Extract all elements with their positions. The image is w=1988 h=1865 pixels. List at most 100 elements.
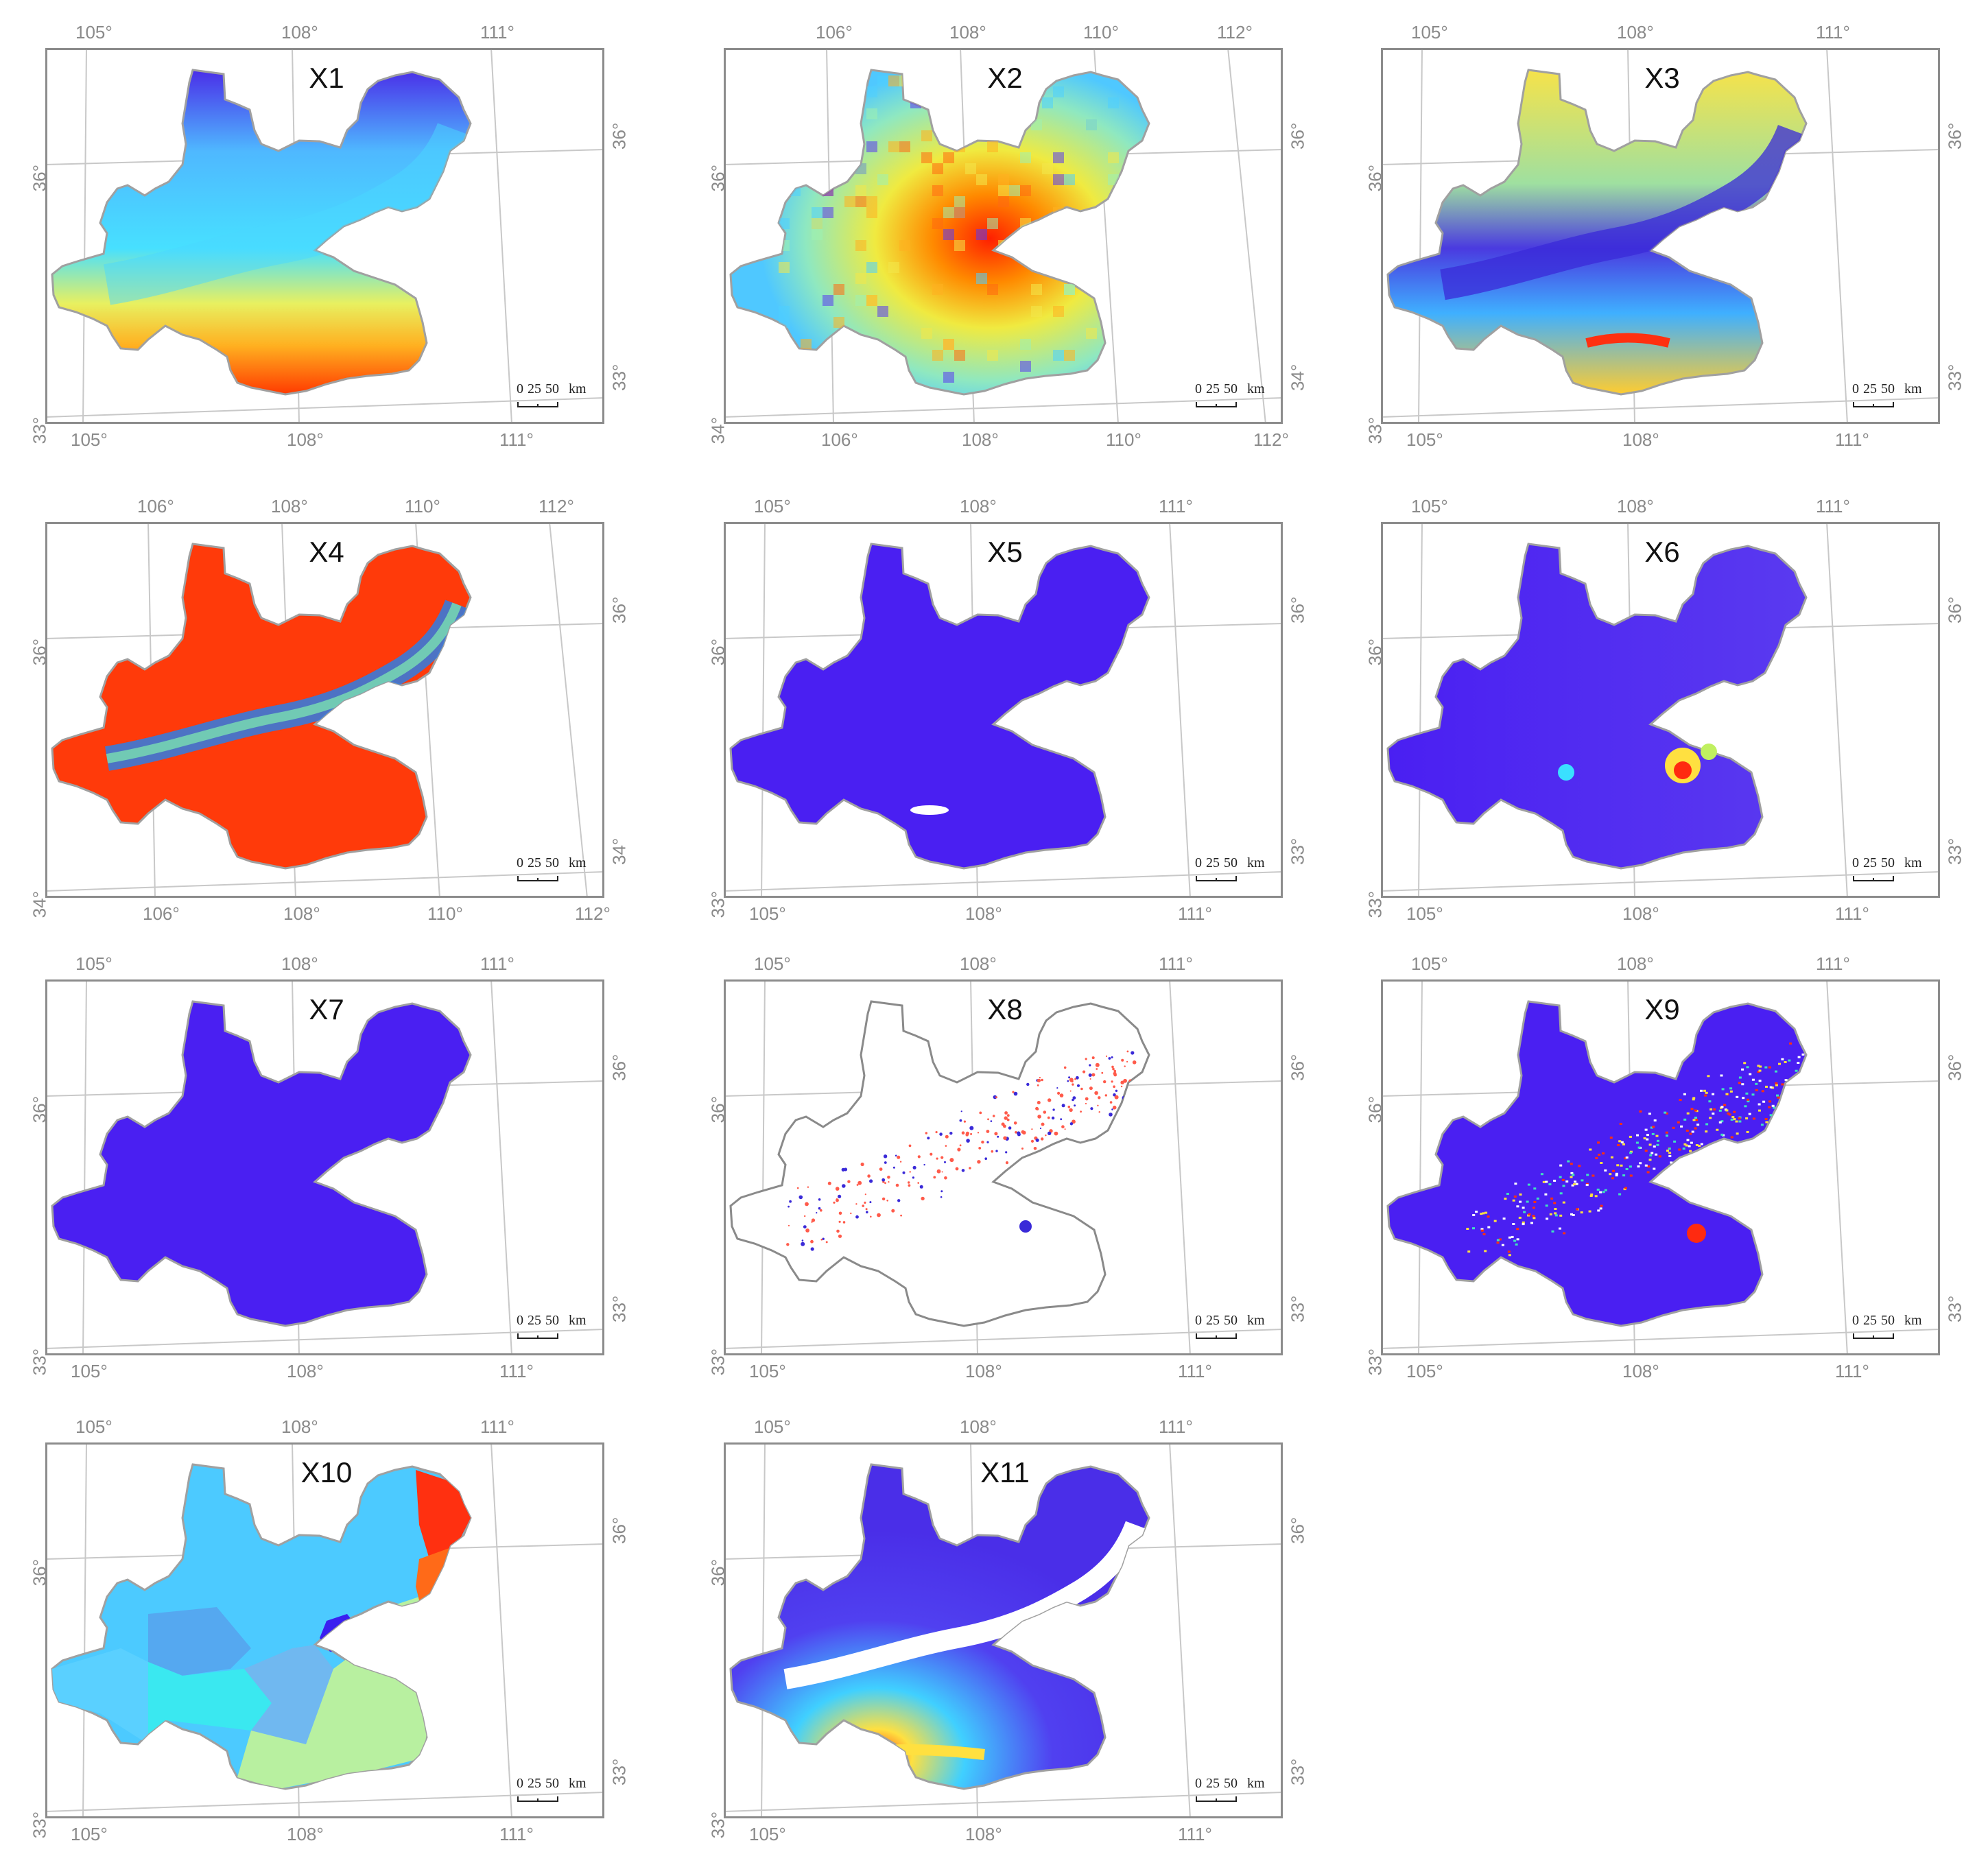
bottom-longitude-label: 108° — [1622, 1361, 1659, 1381]
scale-bar-tick-label: 50 — [545, 381, 559, 396]
left-latitude-label: 36° — [29, 639, 50, 666]
map-title: X3 — [1644, 62, 1680, 94]
scale-bar-tick-label: 0 — [1195, 1776, 1202, 1791]
left-latitude-label: 33° — [1364, 891, 1386, 918]
bottom-longitude-label: 111° — [1835, 429, 1869, 450]
top-longitude-label: 105° — [75, 22, 113, 43]
graticule-lon-line — [490, 979, 512, 1356]
scale-bar-tick-label: 50 — [545, 1313, 559, 1328]
map-frame-border — [724, 48, 1283, 424]
scale-bar: 0 25 50 km — [1195, 1776, 1269, 1807]
right-latitude-label: 36° — [1287, 122, 1308, 150]
scale-bar-graphic — [1853, 1333, 1894, 1339]
map-frame-border — [1381, 979, 1940, 1355]
left-latitude-label: 36° — [1364, 639, 1386, 666]
top-longitude-label: 105° — [1411, 953, 1448, 974]
bottom-longitude-label: 105° — [749, 1824, 786, 1844]
bottom-longitude-label: 111° — [1835, 1361, 1869, 1381]
graticule-lon-line — [490, 47, 512, 425]
study-region-raster — [729, 543, 1150, 870]
bottom-longitude-label: 108° — [965, 1361, 1002, 1381]
left-latitude-label: 34° — [29, 891, 50, 918]
bottom-longitude-label: 111° — [499, 1361, 534, 1381]
bottom-longitude-label: 108° — [287, 1824, 324, 1844]
right-latitude-label: 33° — [1287, 1758, 1308, 1785]
scale-bar-tick-label: 25 — [1863, 381, 1877, 396]
right-latitude-label: 36° — [1944, 596, 1965, 623]
map-panel-x11: X11 105° 108° 111° 105° 108° 111° 36° 33° 36° 33° 0… — [708, 1416, 1308, 1844]
graticule-lat-line — [45, 397, 605, 418]
scale-bar-unit: km — [1247, 1776, 1265, 1791]
map-panel-x7: X7 105° 108° 111° 105° 108° 111° 36° 33° 36° 33° 0 2… — [29, 953, 630, 1381]
scale-bar-tick-label: 25 — [1206, 855, 1220, 870]
scale-bar-graphic — [1196, 1796, 1237, 1802]
top-longitude-label: 111° — [1159, 496, 1193, 516]
scale-bar-tick-label: 25 — [1206, 1313, 1220, 1328]
scale-bar-tick-label: 0 — [1852, 855, 1859, 870]
left-latitude-label: 33° — [707, 1811, 729, 1839]
scale-bar-tick-label: 25 — [528, 1776, 541, 1791]
scale-bar-tick-label: 0 — [517, 381, 523, 396]
bottom-longitude-label: 108° — [1622, 429, 1659, 450]
graticule-lon-line — [1418, 521, 1423, 899]
scale-bar-unit: km — [569, 381, 587, 396]
bottom-longitude-label: 110° — [427, 903, 463, 924]
scale-bar: 0 25 50 km — [1852, 381, 1926, 413]
map-panel-x5: X5 105° 108° 111° 105° 108° 111° 36° 33° 36° 33° 0 2… — [708, 496, 1308, 924]
scale-bar: 0 25 50 km — [517, 381, 591, 413]
scale-bar-tick-label: 0 — [1195, 1313, 1202, 1328]
scale-bar-tick-label: 25 — [1863, 855, 1877, 870]
bottom-longitude-label: 108° — [287, 1361, 324, 1381]
top-longitude-label: 111° — [480, 22, 514, 43]
scale-bar-unit: km — [569, 1776, 587, 1791]
scale-bar-tick-label: 0 — [1852, 381, 1859, 396]
scale-bar-tick-label: 50 — [545, 855, 559, 870]
scale-bar-graphic — [517, 1333, 558, 1339]
top-longitude-label: 108° — [271, 496, 308, 516]
graticule-lon-line — [82, 979, 87, 1356]
scale-bar-unit: km — [1247, 1313, 1265, 1328]
bottom-longitude-label: 105° — [749, 903, 786, 924]
map-title: X11 — [980, 1456, 1030, 1488]
study-region-raster — [1386, 1000, 1808, 1327]
scale-bar: 0 25 50 km — [1852, 855, 1926, 887]
map-title: X5 — [987, 536, 1023, 568]
scale-bar: 0 25 50 km — [1195, 855, 1269, 887]
map-panel-x1: X1 105° 108° 111° 105° 108° 111° 36° 33° 36° 33° 0 2… — [29, 22, 630, 450]
study-region-raster — [729, 1000, 1150, 1327]
left-latitude-label: 36° — [1364, 1096, 1386, 1124]
graticule-lon-line — [82, 1442, 87, 1819]
graticule-lon-line — [1169, 979, 1191, 1356]
scale-bar-unit: km — [1247, 855, 1265, 870]
scale-bar-tick-label: 50 — [1881, 1313, 1895, 1328]
top-longitude-label: 108° — [960, 953, 997, 974]
scale-bar-tick-label: 50 — [1224, 381, 1238, 396]
scale-bar-graphic — [1196, 402, 1237, 407]
left-latitude-label: 36° — [29, 1096, 50, 1124]
map-title: X7 — [309, 993, 344, 1025]
map-frame-border — [45, 979, 604, 1355]
bottom-longitude-label: 105° — [1406, 903, 1443, 924]
top-longitude-label: 108° — [949, 22, 986, 43]
map-panel-x6: X6 105° 108° 111° 105° 108° 111° 36° 33° 36° 33° 0 2… — [1365, 496, 1965, 924]
scale-bar-tick-label: 0 — [517, 1313, 523, 1328]
top-longitude-label: 111° — [1159, 1416, 1193, 1437]
top-longitude-label: 111° — [1816, 953, 1850, 974]
right-latitude-label: 36° — [608, 1054, 630, 1081]
study-region-raster — [51, 543, 472, 870]
graticule-lat-line — [1380, 397, 1941, 418]
right-latitude-label: 33° — [1287, 1295, 1308, 1322]
graticule-lon-line — [761, 521, 766, 899]
graticule-lat-line — [1380, 1329, 1941, 1349]
bottom-longitude-label: 105° — [71, 1361, 108, 1381]
map-panel-x4: X4 106° 108° 110° 112° 106° 108° 110° 112° 36° 34°… — [29, 496, 630, 924]
scale-bar-tick-label: 25 — [1206, 1776, 1220, 1791]
top-longitude-label: 111° — [480, 953, 514, 974]
bottom-longitude-label: 108° — [962, 429, 999, 450]
top-longitude-label: 108° — [960, 1416, 997, 1437]
scale-bar: 0 25 50 km — [517, 855, 591, 887]
study-region-raster — [1386, 543, 1808, 870]
left-latitude-label: 36° — [707, 1096, 729, 1124]
right-latitude-label: 33° — [1944, 1295, 1965, 1322]
right-latitude-label: 36° — [608, 596, 630, 623]
